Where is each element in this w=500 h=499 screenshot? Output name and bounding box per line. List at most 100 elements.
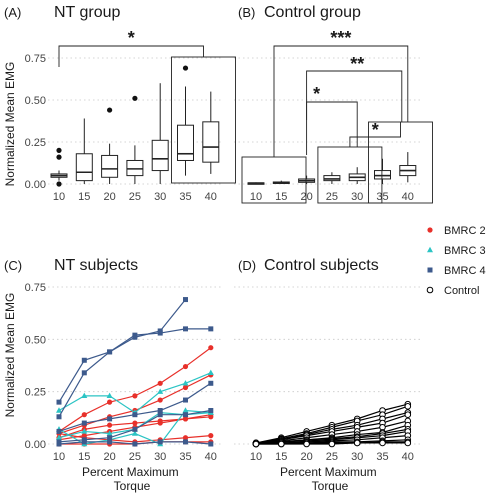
data-point-panel-c xyxy=(182,407,189,413)
data-point-panel-c xyxy=(56,428,62,434)
x-tick-label-panel-b: 40 xyxy=(402,191,414,203)
x-tick-label-panel-a: 20 xyxy=(103,191,115,203)
data-point-panel-c xyxy=(106,392,113,399)
data-point-panel-c xyxy=(157,397,163,403)
x-tick-label-panel-d: 40 xyxy=(402,451,414,463)
data-point-panel-c xyxy=(56,399,62,405)
data-point-panel-c xyxy=(56,414,62,420)
box-panel-a xyxy=(202,121,220,163)
panel-c-xlabel-line1: Percent Maximum xyxy=(82,465,179,479)
x-tick-label-panel-a: 25 xyxy=(129,191,141,203)
x-tick-label-panel-d: 10 xyxy=(250,451,262,463)
data-point-panel-c xyxy=(157,330,163,336)
data-point-panel-c xyxy=(81,392,88,399)
data-point-panel-c xyxy=(132,420,138,426)
y-tick-label-panel-a: 0.50 xyxy=(25,95,46,107)
significance-star-panel-b: *** xyxy=(330,28,351,48)
x-tick-label-panel-c: 40 xyxy=(205,451,217,463)
group-box-panel-a xyxy=(171,56,236,184)
x-tick-label-panel-a: 35 xyxy=(179,191,191,203)
x-tick-label-panel-b: 10 xyxy=(250,191,262,203)
y-tick-label-panel-a: 0.00 xyxy=(25,179,46,191)
data-point-panel-d xyxy=(353,439,361,447)
x-tick-label-panel-b: 30 xyxy=(351,191,363,203)
data-point-panel-c xyxy=(183,439,188,445)
x-tick-label-panel-b: 25 xyxy=(326,191,338,203)
outlier-point-panel-a xyxy=(56,147,62,153)
significance-bracket-panel-b xyxy=(273,45,409,157)
data-point-panel-c xyxy=(107,349,113,355)
data-point-panel-c xyxy=(208,326,214,332)
x-tick-label-panel-c: 25 xyxy=(129,451,141,463)
data-point-panel-c xyxy=(208,433,214,439)
significance-bracket-panel-a xyxy=(58,45,204,67)
y-tick-label-panel-a: 0.25 xyxy=(25,137,46,149)
outlier-point-panel-a xyxy=(182,65,189,71)
data-point-panel-c xyxy=(157,412,163,418)
x-tick-label-panel-d: 25 xyxy=(326,451,338,463)
x-tick-label-panel-a: 15 xyxy=(78,191,90,203)
significance-star-panel-b: * xyxy=(313,84,320,104)
data-point-panel-c xyxy=(107,399,113,405)
y-tick-label-panel-a: 0.75 xyxy=(25,53,46,65)
x-tick-label-panel-c: 20 xyxy=(103,451,115,463)
x-tick-label-panel-b: 15 xyxy=(275,191,287,203)
x-tick-label-panel-a: 30 xyxy=(154,191,166,203)
data-point-panel-c xyxy=(157,420,163,426)
legend-label: BMRC 3 xyxy=(444,245,486,257)
box-panel-a xyxy=(151,139,169,172)
data-point-panel-c xyxy=(208,441,214,447)
data-point-panel-c xyxy=(182,380,189,386)
box-panel-b xyxy=(374,170,391,180)
x-tick-label-panel-c: 30 xyxy=(154,451,166,463)
x-tick-label-panel-d: 20 xyxy=(300,451,312,463)
data-point-panel-c xyxy=(132,426,138,432)
significance-bracket-panel-b xyxy=(306,101,358,147)
panel-d-xlabel: Percent Maximum Torque xyxy=(280,465,380,493)
panel-d-xlabel-line1: Percent Maximum xyxy=(280,465,377,479)
data-point-panel-c xyxy=(107,439,113,445)
panel-d-label: (D) xyxy=(238,258,256,273)
data-point-panel-c xyxy=(208,345,214,351)
panel-d-title: Control subjects xyxy=(264,257,379,274)
data-point-panel-c xyxy=(132,393,138,399)
data-point-panel-c xyxy=(157,408,163,414)
data-point-panel-c xyxy=(183,412,188,418)
panel-c-label: (C) xyxy=(4,258,22,273)
data-point-panel-c xyxy=(157,439,163,445)
data-point-panel-c xyxy=(183,297,188,303)
data-point-panel-d xyxy=(278,440,285,448)
legend-label: Control xyxy=(444,285,479,297)
x-tick-label-panel-d: 35 xyxy=(376,451,388,463)
data-point-panel-c xyxy=(182,384,189,391)
data-point-panel-c xyxy=(157,380,163,386)
panel-b-title: Control group xyxy=(264,4,361,21)
data-point-panel-c xyxy=(182,435,189,441)
data-point-panel-c xyxy=(107,422,113,428)
data-point-panel-c xyxy=(56,407,62,413)
legend-marker xyxy=(427,227,433,233)
x-tick-label-panel-b: 35 xyxy=(376,191,388,203)
outlier-point-panel-a xyxy=(56,154,62,160)
y-tick-label-panel-c: 0.75 xyxy=(25,282,46,294)
data-point-panel-c xyxy=(56,441,62,447)
x-tick-label-panel-a: 40 xyxy=(205,191,217,203)
data-point-panel-c xyxy=(81,370,87,376)
outlier-point-panel-a xyxy=(107,107,113,113)
y-tick-label-panel-c: 0.50 xyxy=(25,334,46,346)
x-tick-label-panel-d: 30 xyxy=(351,451,363,463)
data-point-panel-c xyxy=(132,412,138,418)
x-tick-label-panel-d: 15 xyxy=(275,451,287,463)
data-point-panel-c xyxy=(182,416,189,422)
significance-star-panel-a: * xyxy=(128,28,135,48)
box-panel-a xyxy=(126,159,144,177)
data-point-panel-c xyxy=(208,408,214,414)
significance-star-panel-b: * xyxy=(372,120,379,140)
data-point-panel-c xyxy=(107,416,113,422)
outlier-point-panel-a xyxy=(56,181,62,187)
data-point-panel-c xyxy=(56,434,62,440)
data-point-panel-c xyxy=(131,430,138,436)
data-point-panel-d xyxy=(404,439,412,447)
data-point-panel-c xyxy=(81,357,87,363)
panel-b-label: (B) xyxy=(238,5,255,20)
